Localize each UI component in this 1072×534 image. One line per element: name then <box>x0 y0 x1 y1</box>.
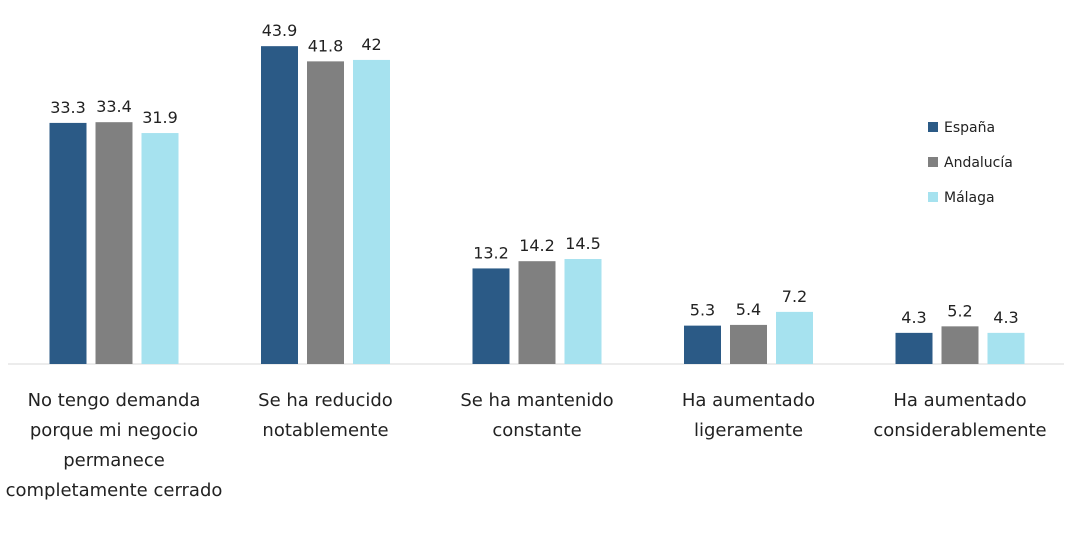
data-label: 42 <box>361 35 381 54</box>
bar <box>261 46 298 364</box>
legend-swatch <box>928 192 938 202</box>
x-tick-label: Ha aumentado ligeramente <box>681 390 816 441</box>
x-tick-label: Ha aumentado considerablemente <box>873 390 1047 441</box>
data-label: 14.5 <box>565 234 601 253</box>
bar <box>730 324 767 364</box>
x-tick-label: No tengo demanda porque mi negocio perma… <box>5 390 223 501</box>
x-tick-label: Se ha mantenido constante <box>460 390 614 441</box>
data-label: 13.2 <box>473 243 509 262</box>
bar <box>895 332 933 364</box>
bar <box>49 122 87 365</box>
bar <box>472 268 510 364</box>
bar <box>141 133 179 364</box>
data-label: 43.9 <box>262 21 298 40</box>
x-tick-label: Se ha reducido notablemente <box>258 390 393 441</box>
legend-label: España <box>944 120 995 136</box>
legend-label: Andalucía <box>944 155 1013 171</box>
bar <box>307 61 344 364</box>
legend-swatch <box>928 157 938 167</box>
data-label: 14.2 <box>519 236 555 255</box>
data-label: 5.3 <box>690 301 715 320</box>
bar <box>95 122 133 365</box>
bar <box>776 311 813 364</box>
bar <box>941 326 979 364</box>
bar <box>987 332 1025 364</box>
legend-swatch <box>928 122 938 132</box>
data-label: 33.3 <box>50 98 86 117</box>
data-label: 33.4 <box>96 97 132 116</box>
data-label: 31.9 <box>142 108 178 127</box>
data-label: 5.2 <box>947 301 972 320</box>
bar <box>518 261 556 364</box>
legend-label: Málaga <box>944 190 995 206</box>
data-label: 41.8 <box>308 36 344 55</box>
bar <box>353 59 390 365</box>
bar <box>684 325 721 364</box>
data-label: 7.2 <box>782 287 807 306</box>
data-label: 4.3 <box>901 308 926 327</box>
data-label: 5.4 <box>736 300 761 319</box>
data-label: 4.3 <box>993 308 1018 327</box>
bar <box>564 259 602 364</box>
